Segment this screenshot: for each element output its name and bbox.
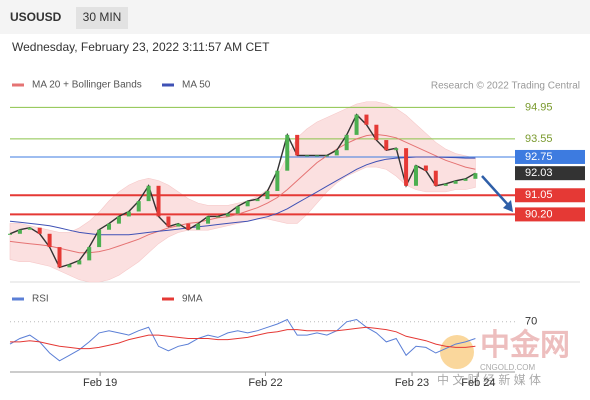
candle [77, 260, 82, 265]
candle [364, 114, 369, 125]
level-label: 94.95 [525, 101, 553, 113]
candle [295, 134, 300, 156]
candle [47, 233, 52, 248]
candle [186, 223, 191, 230]
y-tick-label: 70 [525, 316, 537, 328]
x-tick-label: Feb 24 [461, 377, 495, 389]
watermark-logo [440, 335, 474, 369]
watermark-slogan: 中 文 财 经 新 媒 体 [437, 372, 541, 387]
interval[interactable]: 30 MIN [83, 10, 122, 24]
legend-label: RSI [32, 294, 49, 305]
level-box [515, 188, 585, 203]
candle [265, 190, 270, 200]
candle [225, 213, 230, 217]
candle [146, 185, 151, 202]
level-label: 91.05 [525, 189, 553, 201]
interval-button[interactable] [76, 7, 128, 29]
candle [305, 155, 310, 157]
series-line [10, 326, 476, 350]
candle [334, 150, 339, 156]
candle [166, 216, 171, 227]
legend-label: MA 50 [182, 80, 211, 91]
forecast-arrow-head [503, 200, 513, 212]
legend-label: 9MA [182, 294, 203, 305]
candle [413, 165, 418, 186]
candle [314, 155, 319, 157]
candle [404, 148, 409, 186]
candle [17, 229, 22, 234]
series-line [9, 156, 476, 236]
legend-label: MA 20 + Bollinger Bands [32, 80, 142, 91]
level-label: 93.55 [525, 133, 553, 145]
candle [285, 134, 290, 171]
candle [136, 201, 141, 212]
candle [156, 185, 161, 217]
candle [275, 170, 280, 191]
candle [394, 148, 399, 151]
candle [87, 247, 92, 261]
candle [255, 199, 260, 202]
source: Research © 2022 Trading Central [431, 81, 580, 92]
level-box [515, 149, 585, 164]
candle [27, 227, 32, 230]
level-box [515, 207, 585, 222]
candle [8, 233, 12, 235]
candle [443, 183, 448, 186]
level-label: 92.75 [525, 151, 553, 163]
candle [196, 223, 201, 230]
candle [453, 180, 458, 184]
candle [206, 216, 211, 224]
candle [463, 178, 468, 181]
x-tick-label: Feb 22 [248, 377, 282, 389]
candle [126, 211, 131, 217]
candle [354, 114, 359, 135]
candle [176, 223, 181, 227]
level-label: 92.03 [525, 167, 553, 179]
candle [97, 229, 102, 248]
bollinger-band [9, 101, 476, 283]
candle [215, 216, 220, 218]
x-tick-label: Feb 19 [83, 377, 117, 389]
candle [473, 173, 478, 179]
candle [57, 247, 62, 268]
series-line [9, 318, 476, 362]
candle [235, 206, 240, 214]
watermark-site: CNGOLD.COM [480, 363, 535, 372]
candle [344, 134, 349, 151]
candle [107, 223, 112, 230]
level-box [515, 166, 585, 181]
candle [116, 216, 121, 224]
forecast-arrow [481, 175, 511, 208]
datetime: Wednesday, February 23, 2022 3:11:57 AM … [12, 40, 270, 54]
level-label: 90.20 [525, 208, 553, 220]
x-tick-label: Feb 23 [395, 377, 429, 389]
candle [245, 201, 250, 207]
candle [423, 165, 428, 171]
symbol: USOUSD [10, 10, 62, 24]
candle [384, 140, 389, 151]
watermark-name: 中金网 [480, 328, 570, 362]
candle [433, 170, 438, 186]
candle [37, 227, 42, 234]
candle [324, 155, 329, 157]
candle [374, 124, 379, 141]
candle [67, 264, 72, 268]
